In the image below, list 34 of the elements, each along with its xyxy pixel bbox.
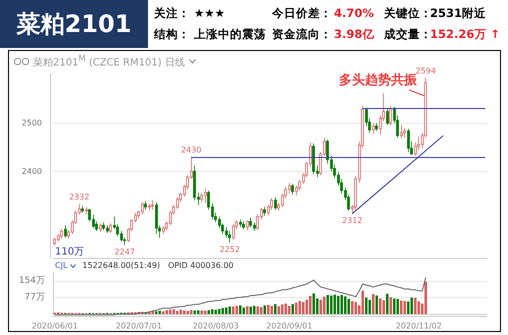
text: 资金流向： (272, 27, 332, 42)
text: ★★★ (194, 6, 225, 20)
text: 1522648.00(51:49) (82, 261, 160, 270)
x-tick-label: 2020/11/02 (396, 322, 442, 330)
chart-title: 菜粕2101 (0, 0, 148, 48)
y-tick-label: 77万 (24, 292, 45, 302)
annotation: 2594 (416, 66, 436, 76)
text: 成交量： (384, 27, 432, 42)
text: 3.98亿 (334, 27, 374, 42)
text: 关键位： (384, 6, 432, 21)
annotation: 2252 (220, 245, 240, 254)
x-tick-label: 2020/09/01 (266, 322, 312, 330)
x-tick-label: 2020/08/03 (192, 322, 239, 330)
annotation: 2247 (114, 247, 135, 256)
text: 152.26万 ↑ (430, 27, 500, 42)
text: 今日价差： (272, 6, 332, 21)
chart-subtitle: 菜粕2101$^{M}$ (CZCE RM101) 日线 (33, 53, 185, 70)
annotation: 多头趋势共振 (339, 72, 418, 88)
x-tick-label: 2020/06/01 (32, 322, 78, 330)
annotation: 2332 (69, 192, 90, 202)
text: 4.70% (334, 6, 374, 20)
text: 关注： (154, 6, 190, 21)
y-tick-label: 2400 (22, 166, 42, 176)
text: 2531附近 (430, 6, 486, 21)
annotation: 2312 (342, 216, 362, 226)
text: CJL (55, 261, 68, 270)
text: 上涨中的震荡 (194, 27, 266, 42)
text: OPID 400036.00 (168, 261, 234, 270)
annotation: 110万 (55, 246, 84, 258)
text: 结构： (154, 27, 190, 42)
y-tick-label: 154万 (18, 276, 45, 286)
x-tick-label: 2020/07/01 (116, 322, 162, 330)
annotation: 2430 (181, 145, 202, 154)
y-tick-label: 2500 (22, 118, 42, 128)
